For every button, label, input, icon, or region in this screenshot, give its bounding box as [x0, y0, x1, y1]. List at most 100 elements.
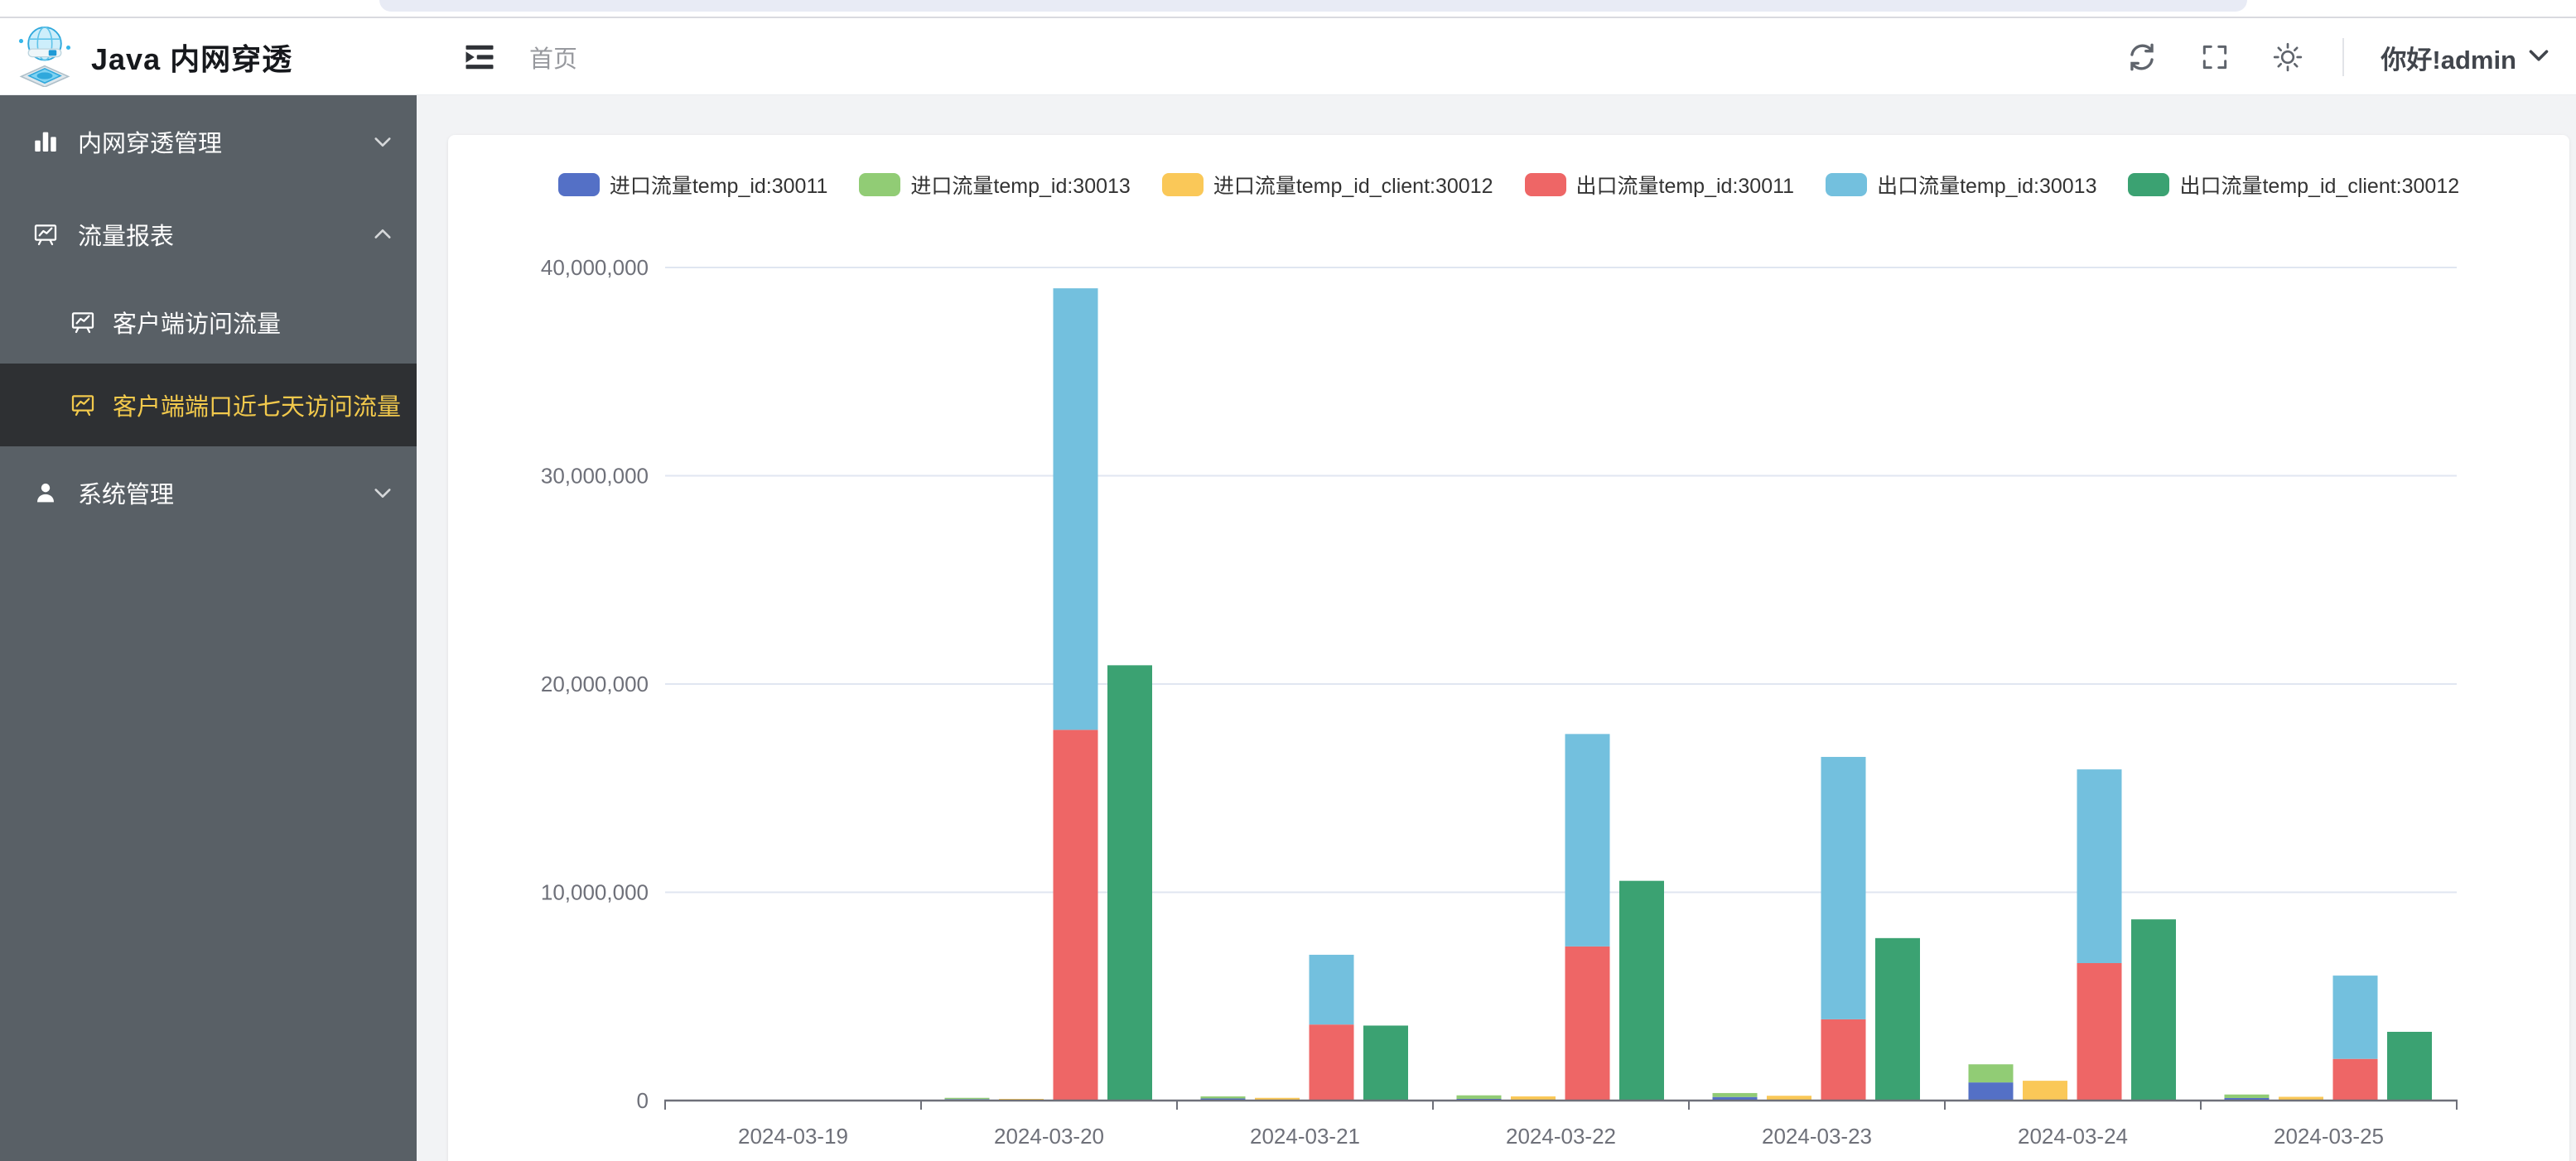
header-right: 你好!admin: [2124, 38, 2551, 76]
bar-2024-03-22-series-4: [1565, 734, 1610, 947]
x-axis-label: 2024-03-19: [738, 1124, 848, 1149]
legend-label: 出口流量temp_id:30013: [1877, 175, 2097, 198]
user-greeting: 你好!admin: [2381, 45, 2516, 75]
sidebar-item-label: 客户端端口近七天访问流量: [113, 394, 402, 421]
bar-2024-03-22-series-3: [1565, 946, 1610, 1101]
x-axis-label: 2024-03-20: [994, 1124, 1104, 1149]
bar-2024-03-25-series-5: [2387, 1032, 2432, 1101]
sidebar-item-label: 流量报表: [78, 224, 175, 250]
bar-2024-03-24-series-5: [2131, 919, 2176, 1101]
header: Java 内网穿透 首页: [0, 20, 2576, 95]
bar-2024-03-20-series-1: [944, 1097, 990, 1100]
legend-item-2[interactable]: 进口流量temp_id_client:30012: [1161, 170, 1493, 200]
y-axis-label: 10,000,000: [541, 880, 649, 905]
legend-label: 进口流量temp_id_client:30012: [1213, 175, 1493, 198]
main-content: 进口流量temp_id:30011 进口流量temp_id:30013 进口流量te…: [417, 95, 2576, 1161]
legend-label: 进口流量temp_id:30011: [609, 175, 828, 198]
sidebar-item-label: 内网穿透管理: [78, 131, 223, 157]
y-axis-label: 30,000,000: [541, 464, 649, 489]
bar-2024-03-23-series-1: [1712, 1092, 1758, 1097]
bar-2024-03-23-series-0: [1712, 1096, 1758, 1101]
chevron-down-icon: [372, 131, 393, 152]
sidebar-menu: 内网穿透管理 流量报表客户端访问流量客户端端口近七天访问流量系统管理: [0, 95, 417, 539]
bar-2024-03-24-series-4: [2077, 769, 2122, 964]
bar-2024-03-22-series-2: [1511, 1096, 1556, 1101]
bar-2024-03-22-series-5: [1619, 880, 1664, 1101]
legend-marker: [1826, 173, 1868, 196]
fullscreen-icon[interactable]: [2197, 39, 2233, 75]
bar-2024-03-25-series-0: [2224, 1097, 2270, 1101]
bar-2024-03-25-series-1: [2224, 1094, 2270, 1098]
header-main: 首页: [417, 20, 2576, 94]
legend-label: 出口流量temp_id_client:30012: [2179, 175, 2460, 198]
chart-board-icon: [70, 309, 96, 335]
sidebar: 内网穿透管理 流量报表客户端访问流量客户端端口近七天访问流量系统管理: [0, 95, 417, 1161]
legend-marker: [1161, 173, 1204, 196]
header-divider: [2342, 38, 2345, 76]
sidebar-item-client-traffic[interactable]: 客户端访问流量: [0, 281, 417, 364]
x-axis-label: 2024-03-23: [1762, 1124, 1872, 1149]
bar-2024-03-21-series-4: [1309, 954, 1354, 1025]
sidebar-item-label: 客户端访问流量: [113, 311, 282, 338]
y-axis-label: 0: [637, 1088, 649, 1113]
legend-item-1[interactable]: 进口流量temp_id:30013: [859, 170, 1131, 200]
header-left: 首页: [461, 39, 577, 75]
y-axis-label: 40,000,000: [541, 255, 649, 280]
bar-2024-03-24-series-2: [2023, 1081, 2067, 1101]
x-axis-label: 2024-03-22: [1506, 1124, 1616, 1149]
x-axis-label: 2024-03-25: [2274, 1124, 2384, 1149]
legend-item-4[interactable]: 出口流量temp_id:30013: [1826, 170, 2096, 200]
theme-sun-icon[interactable]: [2270, 39, 2306, 75]
browser-omnibox-bottom: [379, 0, 2247, 12]
sidebar-item-system-management[interactable]: 系统管理: [0, 446, 417, 539]
chart-legend: 进口流量temp_id:30011 进口流量temp_id:30013 进口流量te…: [448, 170, 2569, 200]
sidebar-item-label: 系统管理: [78, 482, 175, 508]
legend-marker: [1524, 173, 1566, 196]
y-axis-label: 20,000,000: [541, 672, 649, 696]
bar-2024-03-23-series-3: [1821, 1019, 1866, 1101]
brand: Java 内网穿透: [0, 20, 417, 94]
legend-item-5[interactable]: 出口流量temp_id_client:30012: [2128, 170, 2459, 200]
chart-board-icon: [31, 220, 60, 248]
sidebar-item-client-port-7day-traffic[interactable]: 客户端端口近七天访问流量: [0, 364, 417, 446]
bar-2024-03-21-series-1: [1200, 1096, 1246, 1099]
bar-2024-03-25-series-2: [2279, 1096, 2323, 1101]
breadcrumb[interactable]: 首页: [529, 46, 578, 73]
traffic-bar-chart: 0 10,000,000 20,000,000 30,000,000 40,000,00…: [541, 255, 2458, 1149]
bar-2024-03-24-series-1: [1968, 1064, 2014, 1083]
bar-2024-03-25-series-3: [2332, 1058, 2378, 1101]
chevron-up-icon: [372, 224, 393, 245]
legend-item-3[interactable]: 出口流量temp_id:30011: [1524, 170, 1795, 200]
app-title: Java 内网穿透: [91, 42, 293, 76]
bar-2024-03-21-series-3: [1309, 1024, 1354, 1101]
bar-2024-03-25-series-4: [2332, 976, 2378, 1059]
browser-edge-strip: [0, 0, 2576, 18]
sidebar-item-tunnel-management[interactable]: 内网穿透管理: [0, 95, 417, 188]
bar-2024-03-23-series-4: [1821, 757, 1866, 1019]
sidebar-fold-icon[interactable]: [461, 39, 498, 75]
legend-item-0[interactable]: 进口流量temp_id:30011: [557, 170, 828, 200]
bar-chart-icon: [31, 128, 60, 156]
bar-2024-03-20-series-4: [1053, 288, 1098, 730]
legend-label: 进口流量temp_id:30013: [910, 175, 1131, 198]
chart-card: 进口流量temp_id:30011 进口流量temp_id:30013 进口流量te…: [448, 135, 2569, 1161]
user-menu[interactable]: 你好!admin: [2381, 39, 2551, 76]
x-axis-label: 2024-03-21: [1250, 1124, 1360, 1149]
legend-marker: [859, 173, 901, 196]
bar-2024-03-24-series-3: [2077, 963, 2122, 1101]
bar-2024-03-23-series-5: [1875, 937, 1920, 1101]
chart-board-icon: [70, 392, 96, 418]
bar-2024-03-21-series-0: [1200, 1098, 1246, 1101]
chevron-down-icon: [372, 482, 393, 503]
bar-2024-03-21-series-2: [1255, 1097, 1300, 1101]
legend-marker: [557, 173, 600, 196]
user-icon: [31, 479, 60, 507]
bar-2024-03-20-series-3: [1053, 730, 1098, 1101]
legend-marker: [2128, 173, 2170, 196]
legend-label: 出口流量temp_id:30011: [1575, 175, 1795, 198]
app-logo-icon: [13, 24, 76, 91]
bar-2024-03-24-series-0: [1968, 1082, 2014, 1101]
refresh-icon[interactable]: [2124, 39, 2160, 75]
sidebar-item-traffic-report[interactable]: 流量报表: [0, 188, 417, 281]
